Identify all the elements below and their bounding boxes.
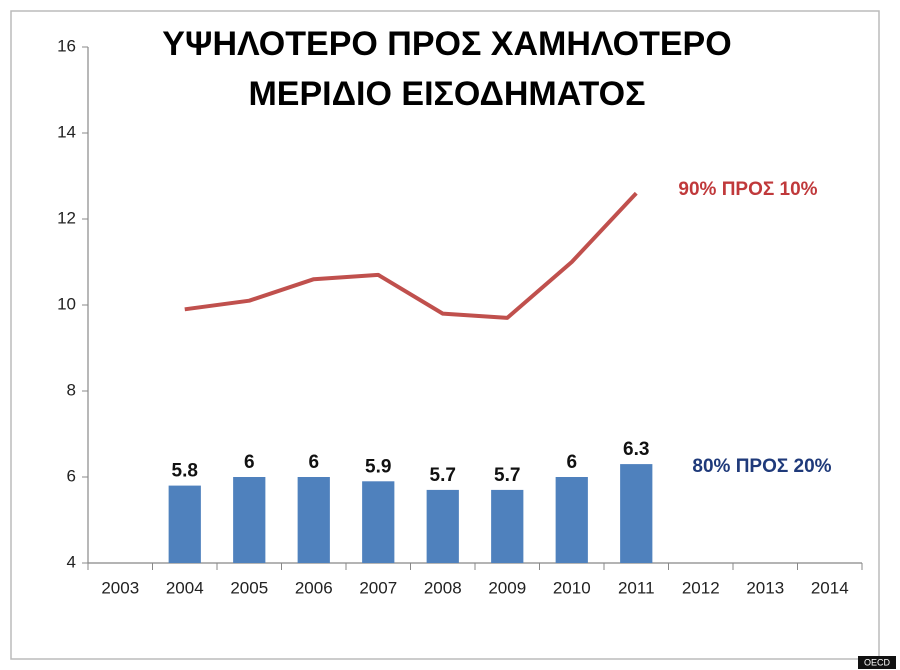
series-label: 90% ΠΡΟΣ 10%: [678, 179, 817, 200]
series-label: 80% ΠΡΟΣ 20%: [692, 456, 831, 477]
x-tick-label: 2011: [618, 578, 655, 597]
bar: [297, 477, 330, 563]
x-tick-label: 2012: [682, 578, 720, 597]
source: OECD: [864, 657, 891, 667]
value-label: 6: [566, 452, 577, 473]
bar: [620, 464, 653, 563]
value-label: 5.7: [430, 465, 456, 486]
x-tick-label: 2003: [101, 578, 139, 597]
value-label: 6: [244, 452, 255, 473]
value-label: 5.8: [172, 461, 198, 482]
y-tick-label: 6: [67, 466, 76, 485]
line: [184, 191, 638, 320]
x-tick-label: 2009: [488, 578, 526, 597]
x-tick-label: 2008: [424, 578, 462, 597]
source-badge: [858, 656, 896, 669]
x-tick-label: 2004: [166, 578, 204, 597]
bar: [426, 489, 459, 563]
chart-title: ΜΕΡΙΔΙΟ ΕΙΣΟΔΗΜΑΤΟΣ: [248, 75, 645, 113]
bar: [168, 485, 201, 563]
chart-title: ΥΨΗΛΟΤΕΡΟ ΠΡΟΣ ΧΑΜΗΛΟΤΕΡΟ: [162, 25, 731, 63]
x-tick-label: 2007: [359, 578, 397, 597]
bar: [233, 477, 266, 563]
y-tick-label: 14: [57, 122, 76, 141]
value-label: 6.3: [623, 439, 649, 460]
y-tick-label: 8: [67, 380, 76, 399]
x-tick-label: 2013: [746, 578, 784, 597]
bar: [491, 489, 524, 563]
value-label: 5.9: [365, 456, 391, 477]
x-tick-label: 2005: [230, 578, 268, 597]
x-tick-label: 2010: [553, 578, 591, 597]
bar: [555, 477, 588, 563]
y-tick-label: 10: [57, 294, 76, 313]
x-tick-label: 2006: [295, 578, 333, 597]
value-label: 6: [308, 452, 319, 473]
value-label: 5.7: [494, 465, 520, 486]
x-tick-label: 2014: [811, 578, 849, 597]
y-tick-label: 16: [57, 36, 76, 55]
y-tick-label: 4: [67, 552, 76, 571]
bar: [362, 481, 395, 563]
y-tick-label: 12: [57, 208, 76, 227]
